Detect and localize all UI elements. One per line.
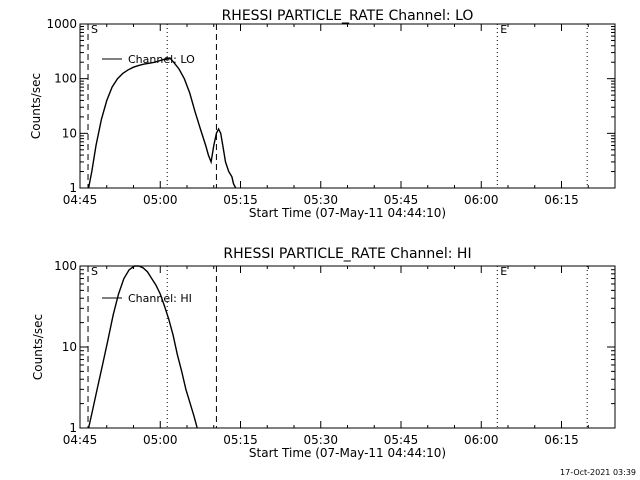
marker-label: E (500, 23, 507, 36)
plot-frame (79, 23, 616, 189)
x-tick-label: 05:15 (223, 193, 258, 207)
x-axis-label: Start Time (07-May-11 04:44:10) (249, 446, 446, 460)
plot-frame (79, 265, 616, 429)
chart-hi: RHESSI PARTICLE_RATE Channel: HI 04:45 05:… (31, 246, 616, 460)
x-tick-label: 05:30 (303, 433, 338, 447)
y-tick-label: 100 (54, 259, 77, 273)
legend-label: Channel: HI (128, 292, 192, 305)
series-line (87, 265, 198, 429)
x-tick-label: 05:00 (143, 193, 178, 207)
marker-label: S (91, 265, 98, 278)
x-tick-label: 06:15 (544, 433, 579, 447)
chart-title: RHESSI PARTICLE_RATE Channel: LO (222, 8, 474, 24)
x-tick-label: 05:00 (143, 433, 178, 447)
x-tick-label: 05:45 (384, 193, 419, 207)
footer-timestamp: 17-Oct-2021 03:39 (560, 468, 636, 477)
x-tick-label: 06:00 (464, 193, 499, 207)
x-tick-label: 04:45 (63, 193, 98, 207)
y-axis-label: Counts/sec (29, 73, 43, 139)
x-tick-label: 06:15 (544, 193, 579, 207)
y-axis-label: Counts/sec (31, 314, 45, 380)
x-tick-label: 05:30 (303, 193, 338, 207)
y-tick-label: 100 (54, 72, 77, 86)
y-tick-label: 1 (69, 181, 77, 195)
marker-label: E (500, 265, 507, 278)
x-tick-label: 05:45 (384, 433, 419, 447)
marker-label: S (91, 23, 98, 36)
chart-lo: RHESSI PARTICLE_RATE Channel: LO 04:45 05:… (29, 8, 616, 220)
y-tick-label: 1000 (46, 17, 77, 31)
x-axis-label: Start Time (07-May-11 04:44:10) (249, 206, 446, 220)
y-tick-label: 10 (62, 340, 77, 354)
x-tick-label: 06:00 (464, 433, 499, 447)
legend-label: Channel: LO (128, 53, 195, 66)
x-tick-label: 05:15 (223, 433, 258, 447)
y-tick-label: 1 (69, 421, 77, 435)
chart-title: RHESSI PARTICLE_RATE Channel: HI (223, 246, 471, 262)
x-tick-label: 04:45 (63, 433, 98, 447)
y-tick-label: 10 (62, 126, 77, 140)
series-line (87, 57, 237, 189)
